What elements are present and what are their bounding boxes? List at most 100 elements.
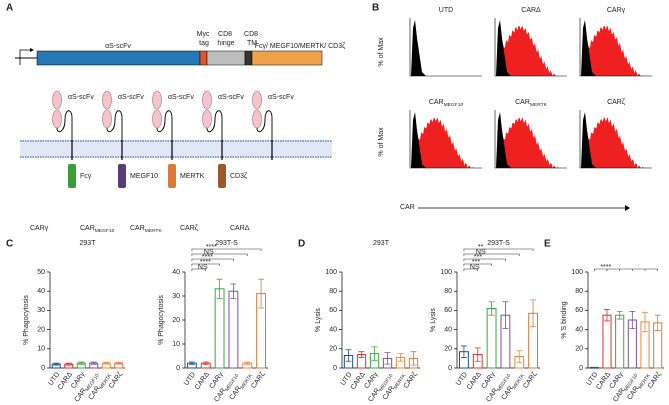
y-tick-label: 20 — [37, 326, 45, 333]
significance-label: ** — [478, 244, 484, 251]
construct: αS-scFv Myc tag CD8 hinge CD8 TM Fcγ/ ME… — [15, 31, 345, 66]
significance-label: NS — [470, 264, 480, 271]
scfv-domain — [202, 90, 212, 110]
scfv-domain — [102, 90, 112, 110]
significance-bracket — [594, 268, 658, 271]
axis-label: % of Max — [378, 127, 385, 157]
car-histogram — [588, 116, 650, 168]
y-tick-label: 40 — [575, 326, 583, 333]
bar — [602, 314, 612, 369]
significance-bracket — [463, 263, 492, 266]
car-name: CARζ — [180, 225, 198, 232]
car-name: CARΔ — [230, 225, 250, 232]
x-tick-label: CARγ — [481, 371, 498, 390]
error-bar — [115, 361, 122, 365]
y-tick-label: 80 — [575, 288, 583, 295]
error-bar — [654, 314, 661, 331]
error-bar — [530, 299, 537, 328]
error-bar — [629, 310, 636, 330]
y-tick-label: 40 — [329, 326, 337, 333]
error-bar — [358, 351, 365, 358]
car-histogram — [588, 25, 650, 76]
error-bar — [258, 278, 265, 309]
signal-domain — [168, 164, 176, 188]
car-name: CARMEGF10 — [80, 225, 115, 234]
domain-label: CD3ζ — [230, 173, 247, 180]
significance-bracket — [463, 258, 506, 261]
error-bar — [410, 351, 417, 366]
error-bar — [642, 311, 648, 332]
scfv-label: αS-scFv — [218, 94, 244, 101]
scfv-domain — [202, 109, 212, 129]
significance-bracket — [191, 263, 220, 266]
scfv-label: αS-scFv — [168, 94, 194, 101]
scfv-label: αS-scFv — [268, 94, 294, 101]
significance-bracket — [463, 253, 520, 256]
significance-bracket — [191, 253, 248, 256]
significance-bracket — [191, 248, 262, 251]
x-tick-label: CARγ — [209, 371, 226, 390]
error-bar — [188, 361, 195, 365]
error-bar — [502, 301, 509, 330]
segment-label: Fcγ/ MEGF10/MERTK/ CD3ζ — [255, 43, 345, 50]
scfv-domain — [252, 109, 262, 129]
y-tick-label: 80 — [329, 288, 337, 295]
domain-label: MEGF10 — [130, 173, 158, 180]
error-bar — [202, 361, 209, 365]
x-tick-label: CARγ — [609, 371, 626, 390]
y-tick-label: 0 — [448, 365, 452, 372]
domain-label: Fcγ — [80, 173, 92, 180]
y-tick-label: 20 — [329, 346, 337, 353]
car-name: CARγ — [30, 225, 49, 232]
y-tick-label: 50 — [37, 269, 45, 276]
y-tick-label: 0 — [176, 365, 180, 372]
significance-label: NS — [476, 249, 486, 256]
significance-bracket — [191, 258, 234, 261]
error-bar — [460, 345, 467, 358]
y-tick-label: 20 — [575, 346, 583, 353]
error-bar — [604, 309, 610, 322]
error-bar — [397, 353, 404, 362]
significance-label: *** — [472, 259, 480, 266]
domain-label: MERTK — [180, 173, 205, 180]
bar — [486, 307, 497, 369]
signal-domain — [68, 164, 76, 188]
significance-label: NS — [198, 264, 208, 271]
hinge — [56, 110, 73, 140]
histogram-frame — [579, 18, 652, 77]
segment-label: αS-scFv — [105, 43, 131, 50]
bar — [214, 288, 225, 369]
error-bar — [488, 301, 495, 316]
y-tick-label: 60 — [575, 307, 583, 314]
significance-label: *** — [474, 254, 482, 261]
panel-label: A — [6, 3, 13, 14]
scfv-domain — [152, 90, 162, 110]
error-bar — [53, 362, 60, 366]
control-histogram — [581, 20, 596, 76]
error-bar — [616, 310, 623, 320]
y-axis-label: % Phagocytosis — [158, 295, 165, 345]
histogram-frame — [494, 18, 567, 77]
car-histogram — [418, 117, 480, 168]
chart-title: 293T-S — [215, 240, 238, 247]
y-tick-label: 0 — [333, 365, 337, 372]
histogram-title: CARMERTK — [515, 99, 548, 108]
bar — [615, 314, 625, 369]
segment-label: CD8 TM — [244, 31, 260, 47]
signal-domain — [218, 164, 226, 188]
control-histogram — [581, 112, 596, 168]
y-tick-label: 30 — [172, 293, 180, 300]
y-axis-label: % Lysis — [315, 308, 322, 332]
x-tick-label: CARζ — [522, 371, 538, 390]
error-bar — [345, 349, 352, 362]
y-tick-label: 20 — [444, 346, 452, 353]
chart-title: 293T — [80, 240, 97, 247]
car-histogram — [503, 26, 565, 76]
x-tick-label: CARζ — [108, 371, 124, 390]
y-tick-label: 60 — [444, 307, 452, 314]
significance-label: **** — [206, 244, 217, 251]
y-tick-label: 20 — [172, 317, 180, 324]
histogram-title: CARΔ — [521, 7, 541, 14]
histogram-title: CARMEGF10 — [429, 99, 464, 108]
